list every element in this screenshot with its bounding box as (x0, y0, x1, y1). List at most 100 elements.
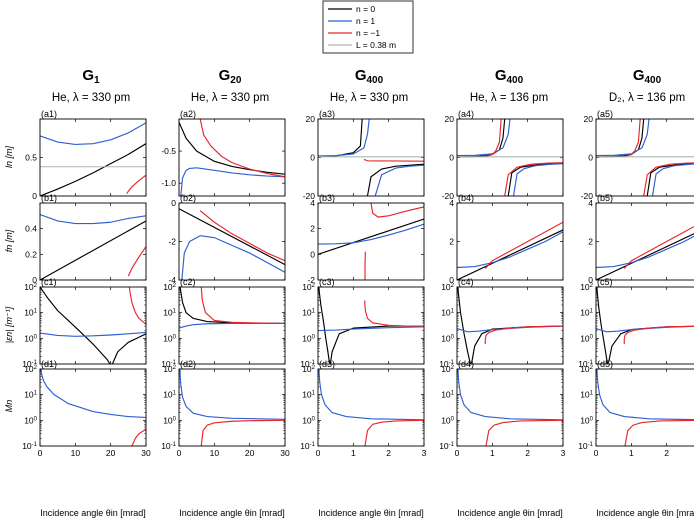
column-condition-3: He, λ = 330 pm (330, 92, 408, 104)
panel-frame-d4 (456, 368, 564, 447)
panel-c3: 10-1 100 101 102 (c3) (300, 277, 425, 369)
panel-frame-a3 (317, 118, 425, 197)
series-group-b3 (318, 203, 424, 280)
column-title-1: G1 (82, 67, 100, 86)
panel-label-c2: (c2) (180, 277, 196, 287)
ytick-label-d1: 10-1 (22, 441, 37, 451)
series-group-b2 (179, 208, 285, 280)
row-ylabel-a: ln [m] (4, 146, 14, 169)
panel-b2: -4 -2 0 (b2) (168, 193, 286, 285)
panel-frame-c3 (317, 286, 425, 365)
column-title-5: G400 (633, 67, 662, 86)
series-line-d1 (131, 428, 146, 446)
ytick-label-d4: 101 (441, 390, 454, 400)
ytick-label-d5: 102 (580, 364, 593, 374)
panel-label-d5: (d5) (597, 359, 613, 369)
ytick-label-c5: 102 (580, 282, 593, 292)
series-line-c2 (179, 322, 285, 329)
series-line-d5 (596, 369, 694, 421)
ytick-label-c1: 10-1 (22, 359, 37, 369)
panel-frame-d1 (39, 368, 147, 447)
panel-frame-b4 (456, 202, 564, 281)
xtick-label-d2: 20 (245, 448, 255, 458)
series-group-a2 (179, 119, 285, 196)
series-group-c3 (318, 287, 424, 364)
series-line-a2 (199, 119, 285, 178)
series-line-d1 (40, 369, 146, 418)
ytick-label-c5: 100 (580, 333, 593, 343)
panel-frame-d2 (178, 368, 286, 447)
ytick-label-d3: 10-1 (300, 441, 315, 451)
panel-frame-c4 (456, 286, 564, 365)
ytick-label-d5: 100 (580, 415, 593, 425)
ytick-label-a4: 0 (449, 153, 454, 163)
ytick-label-a4: 20 (445, 114, 455, 124)
ytick-label-d2: 101 (163, 390, 176, 400)
ytick-label-c5: 10-1 (578, 359, 593, 369)
legend-label-nm1: n = −1 (356, 28, 380, 38)
ytick-label-a3: -20 (303, 191, 316, 201)
series-line-d4 (457, 369, 563, 421)
series-line-c3 (318, 326, 424, 332)
panel-frame-d3 (317, 368, 425, 447)
series-line-a5 (624, 119, 641, 158)
panel-frame-a5 (595, 118, 694, 197)
panel-b1: 0 0.2 0.4 (b1) (25, 193, 147, 285)
column-title-3: G400 (355, 67, 384, 86)
x-axis-label-3: Incidence angle θin [mrad] (318, 508, 424, 518)
panel-b5: 0 2 4 (b5) (588, 193, 694, 285)
ytick-label-a5: -20 (581, 191, 594, 201)
panel-label-d2: (d2) (180, 359, 196, 369)
xtick-label-d4: 3 (561, 448, 566, 458)
ytick-label-d4: 10-1 (439, 441, 454, 451)
series-line-a1 (126, 174, 146, 195)
series-line-c2 (200, 287, 285, 325)
column-condition-2: He, λ = 330 pm (191, 92, 269, 104)
panel-c1: 10-1 100 101 102 (c1) (22, 277, 147, 369)
x-axis-labels: Incidence angle θin [mrad] Incidence ang… (40, 508, 694, 518)
series-group-d3 (318, 369, 424, 446)
series-line-a3 (366, 163, 424, 196)
series-line-b3 (370, 203, 424, 218)
xtick-label-d5: 0 (594, 448, 599, 458)
series-group-b4 (457, 221, 563, 280)
panel-label-d1: (d1) (41, 359, 57, 369)
panel-c4: 10-1 100 101 102 (c4) (439, 277, 564, 369)
panel-a1: 0 0.5 (a1) (25, 109, 147, 201)
series-line-c1 (128, 287, 146, 325)
xtick-label-d5: 1 (629, 448, 634, 458)
ytick-label-c1: 102 (24, 282, 37, 292)
ytick-label-b4: 0 (449, 275, 454, 285)
ytick-label-c4: 102 (441, 282, 454, 292)
panel-c2: 10-1 100 101 102 (c2) (161, 277, 286, 369)
series-line-a3 (318, 119, 370, 157)
x-axis-label-1: Incidence angle θin [mrad] (40, 508, 146, 518)
legend-label-n0: n = 0 (356, 4, 375, 14)
ytick-label-c2: 100 (163, 333, 176, 343)
series-line-b1 (40, 214, 146, 225)
series-line-a3 (318, 119, 363, 158)
panel-d3: 10-1 100 101 102 0 1 2 3 (d3) (300, 359, 426, 458)
panel-label-a2: (a2) (180, 109, 196, 119)
panel-label-c3: (c3) (319, 277, 335, 287)
ytick-label-a3: 0 (310, 153, 315, 163)
xtick-label-d4: 1 (490, 448, 495, 458)
ytick-label-c4: 10-1 (439, 359, 454, 369)
series-line-b1 (40, 220, 146, 280)
series-line-d3 (318, 369, 424, 421)
ytick-label-d3: 101 (302, 390, 315, 400)
xtick-label-d3: 1 (351, 448, 356, 458)
series-line-d3 (364, 419, 424, 446)
ytick-label-d4: 102 (441, 364, 454, 374)
ytick-label-c4: 100 (441, 333, 454, 343)
series-group-b5 (596, 225, 694, 280)
ytick-label-b4: 2 (449, 237, 454, 247)
ytick-label-c4: 101 (441, 308, 454, 318)
panel-c5: 10-1 100 101 102 (c5) (578, 277, 694, 369)
ytick-label-b5: 0 (588, 275, 593, 285)
panel-frame-c2 (178, 286, 286, 365)
panel-a4: -20 0 20 (a4) (442, 109, 564, 201)
series-group-b1 (40, 214, 146, 280)
ytick-label-d5: 10-1 (578, 441, 593, 451)
